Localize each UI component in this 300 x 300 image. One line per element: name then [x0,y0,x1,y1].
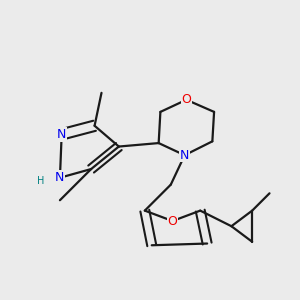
Text: O: O [168,214,178,227]
Text: N: N [180,149,189,162]
Text: N: N [57,128,66,141]
Text: N: N [55,171,64,184]
Text: O: O [182,93,191,106]
Text: H: H [37,176,45,186]
